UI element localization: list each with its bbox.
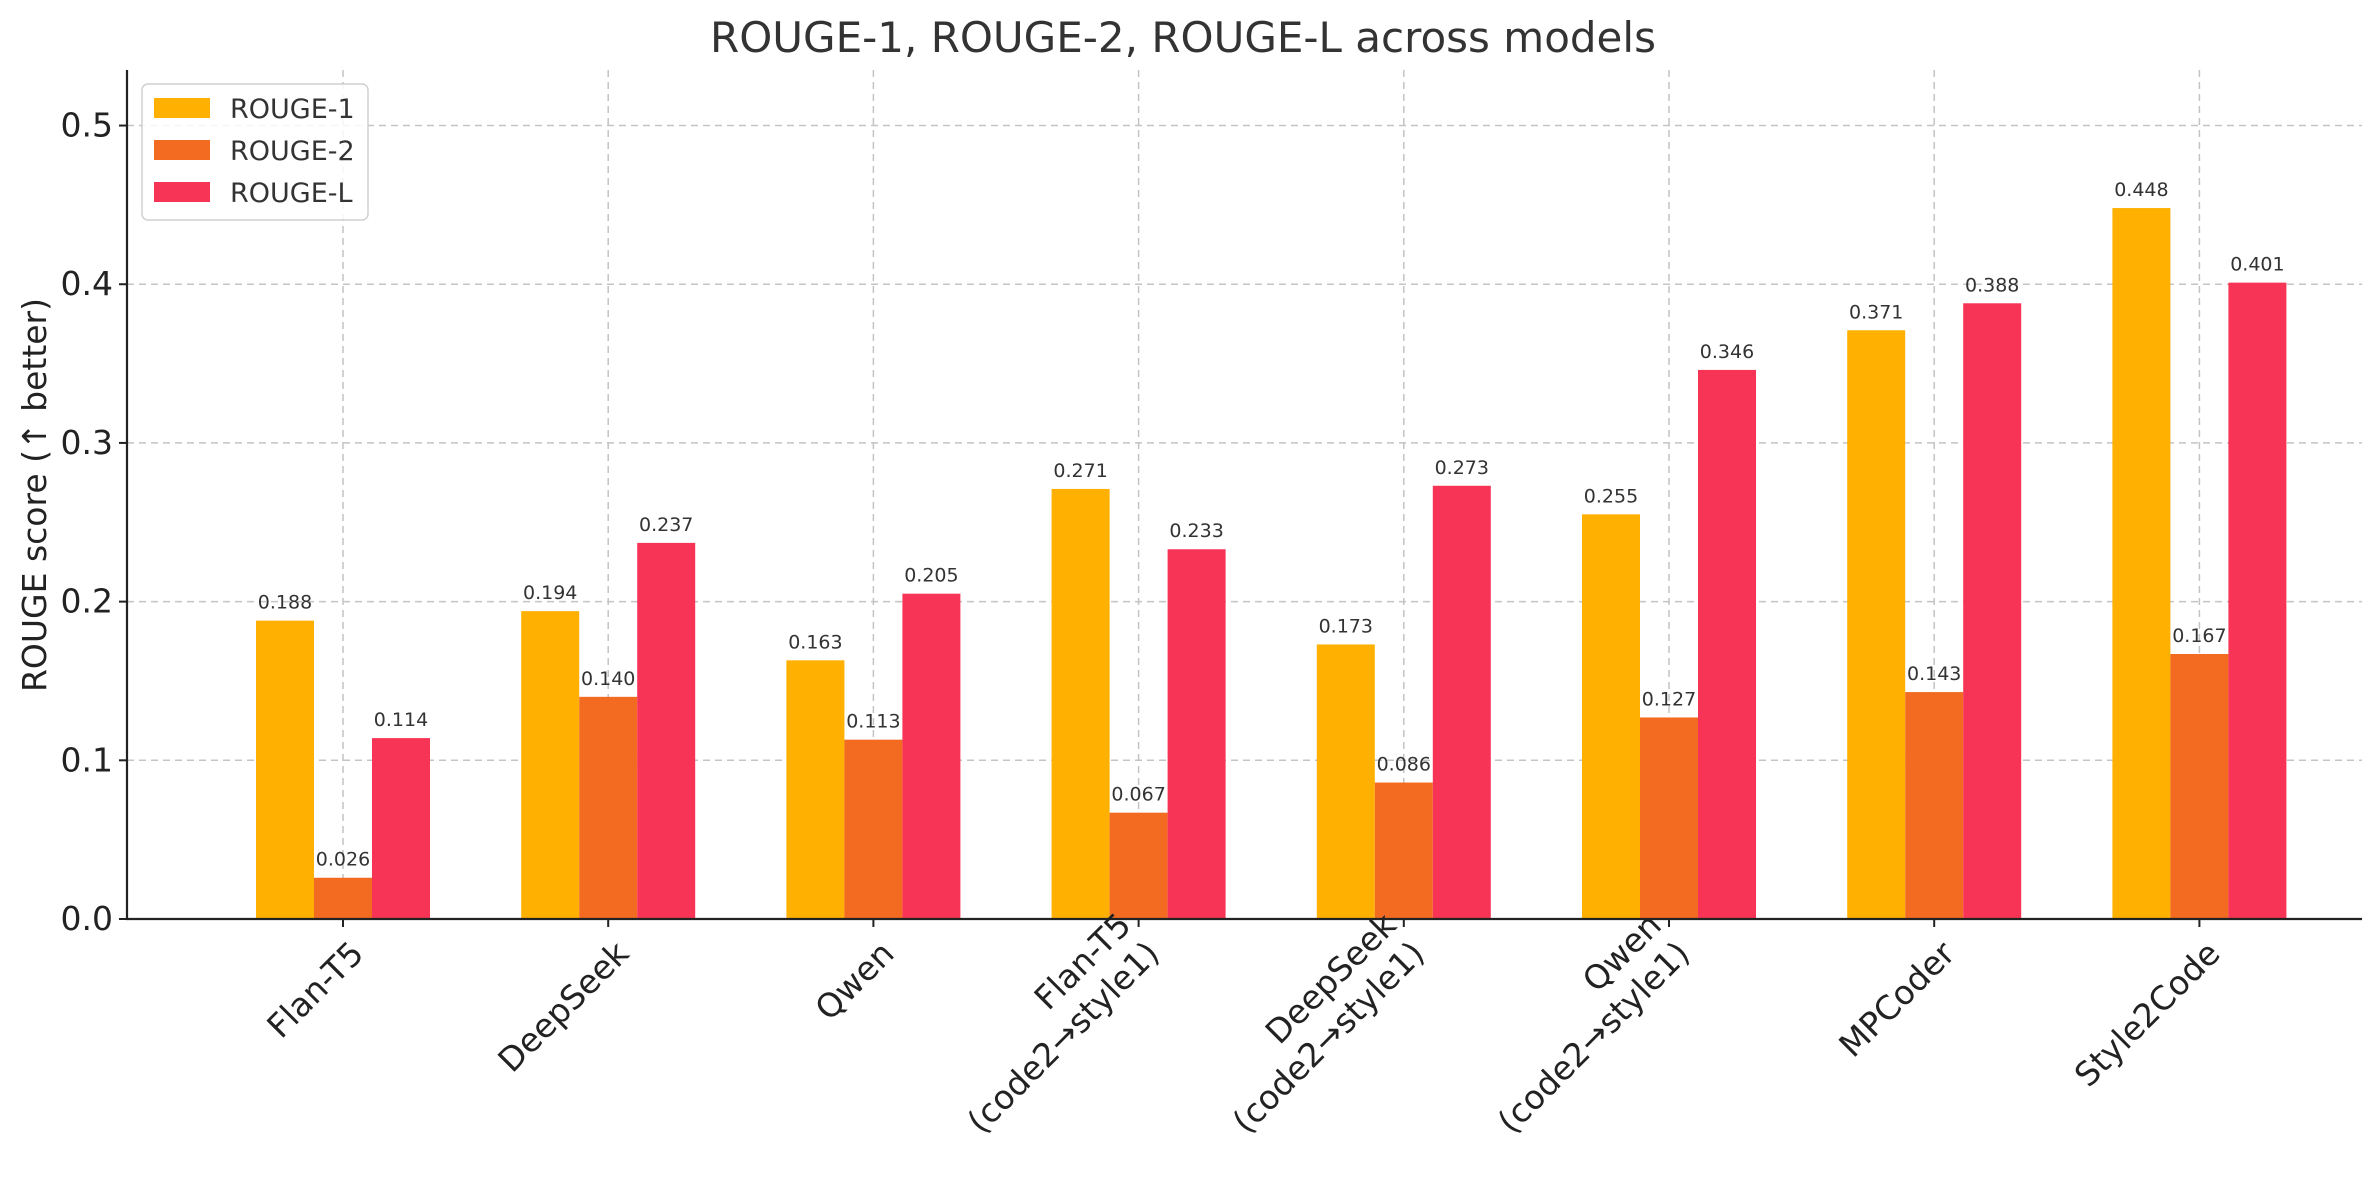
bar <box>1109 812 1168 919</box>
bar <box>1316 644 1375 919</box>
legend-label: ROUGE-2 <box>230 136 355 167</box>
bars <box>256 208 2287 920</box>
legend-swatch <box>154 98 210 118</box>
x-tick-label: DeepSeek(code2→style1) <box>1196 905 1432 1141</box>
legend-item[interactable]: ROUGE-2 <box>154 136 355 167</box>
grid <box>127 70 2362 919</box>
chart-title: ROUGE-1, ROUGE-2, ROUGE-L across models <box>710 13 1656 62</box>
axes <box>125 70 2362 921</box>
x-tick-label: Qwen(code2→style1) <box>1462 905 1698 1141</box>
value-label: 0.163 <box>788 631 842 653</box>
y-tick-label: 0.4 <box>61 264 113 303</box>
bar <box>1167 549 1226 919</box>
bar <box>579 696 638 919</box>
legend-item[interactable]: ROUGE-L <box>154 178 353 209</box>
value-label: 0.346 <box>1700 341 1754 363</box>
bar <box>1963 303 2022 920</box>
value-label: 0.086 <box>1377 754 1431 776</box>
value-label: 0.114 <box>374 709 428 731</box>
value-label: 0.143 <box>1907 663 1961 685</box>
x-axis-ticks: Flan-T5 DeepSeek Qwen Flan-T5(code2→style1)… <box>259 905 2227 1141</box>
legend-swatch <box>154 182 210 202</box>
bar <box>1698 369 1756 919</box>
x-tick-label: Flan-T5 <box>259 934 371 1046</box>
value-label: 0.273 <box>1435 457 1489 479</box>
value-label: 0.205 <box>904 565 958 587</box>
bar <box>1432 485 1491 919</box>
bar <box>1640 717 1698 919</box>
y-tick-label: 0.2 <box>61 582 113 621</box>
value-label: 0.140 <box>581 668 635 690</box>
bar <box>1582 514 1640 919</box>
legend-item[interactable]: ROUGE-1 <box>154 94 355 125</box>
bar <box>1374 782 1433 919</box>
value-label: 0.237 <box>639 514 693 536</box>
bar <box>2228 282 2287 919</box>
value-label: 0.371 <box>1849 301 1903 323</box>
legend[interactable]: ROUGE-1 ROUGE-2 ROUGE-L <box>141 83 369 221</box>
bar <box>2112 208 2171 920</box>
value-label: 0.127 <box>1642 688 1696 710</box>
x-tick-label: Style2Code <box>2067 934 2228 1095</box>
y-tick-label: 0.5 <box>61 106 113 145</box>
value-label: 0.401 <box>2230 254 2284 276</box>
value-label: 0.271 <box>1053 460 1107 482</box>
value-label: 0.194 <box>523 582 577 604</box>
bar <box>314 877 372 919</box>
x-tick-label: Flan-T5(code2→style1) <box>931 905 1167 1141</box>
legend-label: ROUGE-1 <box>230 94 355 125</box>
value-label: 0.113 <box>846 711 900 733</box>
bar <box>1051 488 1110 919</box>
value-label: 0.173 <box>1319 615 1373 637</box>
bar <box>786 660 845 919</box>
value-label: 0.255 <box>1584 485 1638 507</box>
bar <box>256 620 314 919</box>
bar <box>1905 692 1964 919</box>
value-labels: 0.188 0.194 0.163 0.271 0.173 0.255 0.371 0.448… <box>258 179 2285 871</box>
y-tick-label: 0.0 <box>61 899 113 938</box>
value-label: 0.188 <box>258 592 312 614</box>
value-label: 0.026 <box>316 849 370 871</box>
y-axis-ticks: 0.0 0.1 0.2 0.3 0.4 0.5 <box>61 106 127 938</box>
value-label: 0.167 <box>2172 625 2226 647</box>
y-axis-label: ROUGE score (↑ better) <box>15 298 54 692</box>
bar <box>902 593 961 919</box>
bar <box>2170 653 2229 919</box>
value-label: 0.388 <box>1965 274 2019 296</box>
bar <box>1847 330 1906 919</box>
bar <box>844 739 903 919</box>
bar <box>637 542 696 919</box>
value-label: 0.067 <box>1111 784 1165 806</box>
value-label: 0.233 <box>1169 520 1223 542</box>
y-tick-label: 0.1 <box>61 740 113 779</box>
x-tick-label: Qwen <box>807 934 901 1028</box>
bar <box>372 738 430 919</box>
value-label: 0.448 <box>2114 179 2168 201</box>
legend-swatch <box>154 140 210 160</box>
x-tick-label: DeepSeek <box>490 933 637 1080</box>
legend-label: ROUGE-L <box>230 178 353 209</box>
x-tick-label: MPCoder <box>1831 933 1962 1064</box>
y-tick-label: 0.3 <box>61 423 113 462</box>
bar <box>521 611 580 919</box>
